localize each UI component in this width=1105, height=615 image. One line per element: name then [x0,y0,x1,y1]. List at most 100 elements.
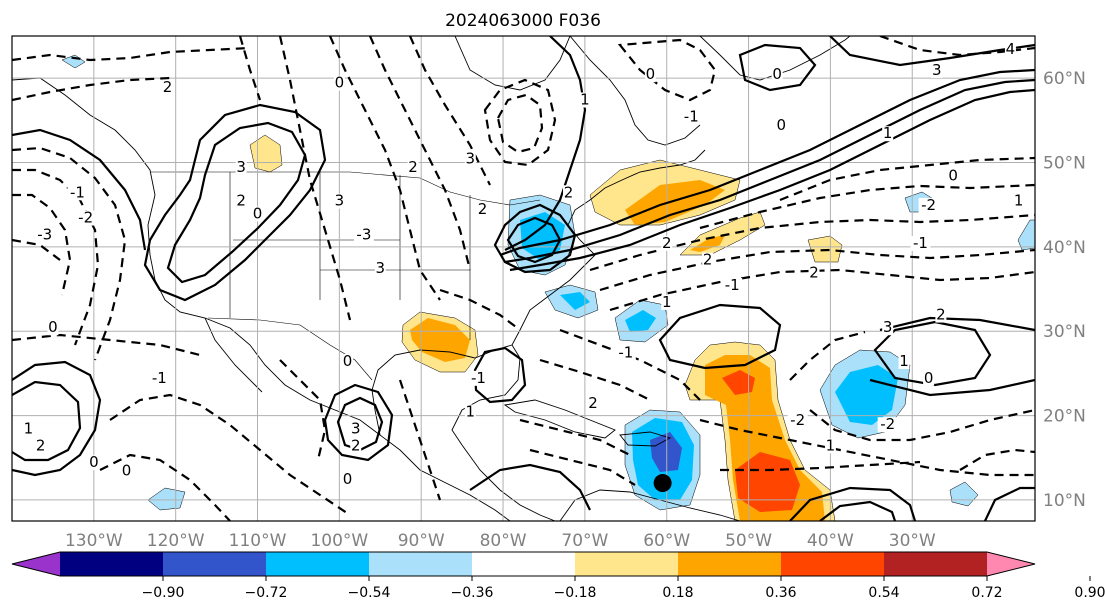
contour-label-bg [342,353,354,369]
contour-label: 0 [89,453,99,471]
contour-label: 2 [163,78,173,96]
colorbar-tick-label: 0.72 [971,585,1002,601]
contour-label-bg [579,92,591,108]
lon-tick-label: 60°W [643,531,690,551]
lon-tick-label: 70°W [561,531,608,551]
lat-tick-label: 30°N [1043,322,1086,342]
contour-label-bg [468,370,489,386]
contour-positive-caribbean-ring [473,346,527,404]
contour-label-bg [882,126,894,142]
colorbar-segment [781,552,885,576]
contour-positive-north-pacific [12,128,147,251]
contour-negative-labrador-sea [617,38,717,102]
contour-negative-atlantic-4 [699,183,1035,230]
contour-label: -1 [471,369,486,387]
colorbar-tick-label: −0.36 [451,585,494,601]
contour-negative-atlantic-1 [599,248,1035,292]
contour-label-bg [464,404,476,420]
lat-tick-label: 10°N [1043,491,1086,511]
contour-negative-tropical-2 [720,460,921,472]
contour-label: 0 [777,116,787,134]
contour-negative-plains-1 [278,36,352,321]
contour-negative-pacific-7 [99,453,231,521]
contour-label: 0 [335,74,345,92]
contour-label-bg [661,294,673,310]
shade-positive-tropical-atlantic-red-south [735,452,800,512]
contour-label-bg [615,345,636,361]
contour-negative-pacific-5 [12,333,201,357]
contour-label-bg [149,370,170,386]
shade-positive-atlantic-band-core [690,235,725,252]
colorbar-tick-label: 0.54 [868,585,899,601]
coastline-central-america [461,444,556,521]
contour-label: 0 [948,166,958,184]
shade-positive-gulf-core [410,318,470,362]
lon-tick-label: 50°W [725,531,772,551]
contour-positive-east-south-ring [984,486,1035,521]
lat-tick-label: 20°N [1043,407,1086,427]
contour-label-bg [333,75,345,91]
contour-positive-mexico-ring [323,383,394,462]
contour-label: 1 [24,419,34,437]
contour-label: 2 [809,263,819,281]
contour-negative-atlantic-5 [779,156,1035,202]
contour-positive-west-coast-ring-2 [166,121,307,284]
contour-negative-gulf-1 [439,288,521,331]
contour-label: 2 [351,436,361,454]
contour-label-bg [67,185,88,201]
contour-label: 3 [376,259,386,277]
contour-label-bg [775,117,787,133]
contour-label: 1 [899,352,909,370]
shade-negative-us-east-core [520,212,565,260]
contour-label: 1 [883,124,893,142]
contour-label-bg [661,235,673,251]
coastline-south-america [559,489,741,521]
contour-positive-mexico-ring-2 [336,396,384,452]
contour-label-bg [787,413,808,428]
contour-label: 3 [883,318,893,336]
contour-label: 2 [936,306,946,324]
contour-negative-atlantic-3 [589,213,1035,272]
colorbar-tick-label: −0.72 [245,585,288,601]
contour-label: -3 [356,225,371,243]
contour-positive-pacific-ring [12,360,102,477]
contour-negative-pacific-6 [109,393,351,516]
contour-label: 1 [580,90,590,108]
contour-label-bg [910,235,931,251]
contour-positive-tropical-south [789,486,917,521]
lon-tick-label: 90°W [398,531,445,551]
lon-tick-label: 110°W [229,531,287,551]
lat-tick-label: 40°N [1043,238,1086,258]
contour-negative-atlantic-2 [609,268,1035,312]
border-state-lines [229,172,471,340]
contour-label-bg [1004,41,1016,57]
contour-label: -2 [880,415,895,433]
contour-negative-north-pacific-top [12,46,251,62]
contour-label: 0 [122,462,132,480]
shade-positive-tropical-atlantic-red-north [722,370,755,395]
contour-label: -1 [618,344,633,362]
shade-negative-east-edge [1017,219,1035,251]
contour-positive-atlantic-oval [658,303,782,370]
coastline-labrador [569,36,701,146]
coastline-hispaniola [619,431,672,447]
contour-positive-west-coast-ring [143,103,327,302]
contour-positive-tropical-south-2 [819,500,897,521]
contour-label: 3 [351,419,361,437]
contour-positive-east-atlantic-band-2 [869,378,1035,397]
contour-label: -1 [70,183,85,201]
contour-label-bg [235,159,247,175]
contour-label-bg [898,353,910,369]
contour-label-bg [477,202,489,218]
contour-label-bg [563,185,575,201]
contour-label-bg [333,193,345,209]
shade-negative-mid-atlantic-core [835,365,898,425]
contour-negative-plains-2 [238,36,262,101]
contour-label-bg [35,438,47,454]
coastline-north-america-west [12,77,511,521]
contour-label-bg [587,396,599,412]
contour-label: -1 [725,276,740,294]
map-frame [11,35,1036,522]
